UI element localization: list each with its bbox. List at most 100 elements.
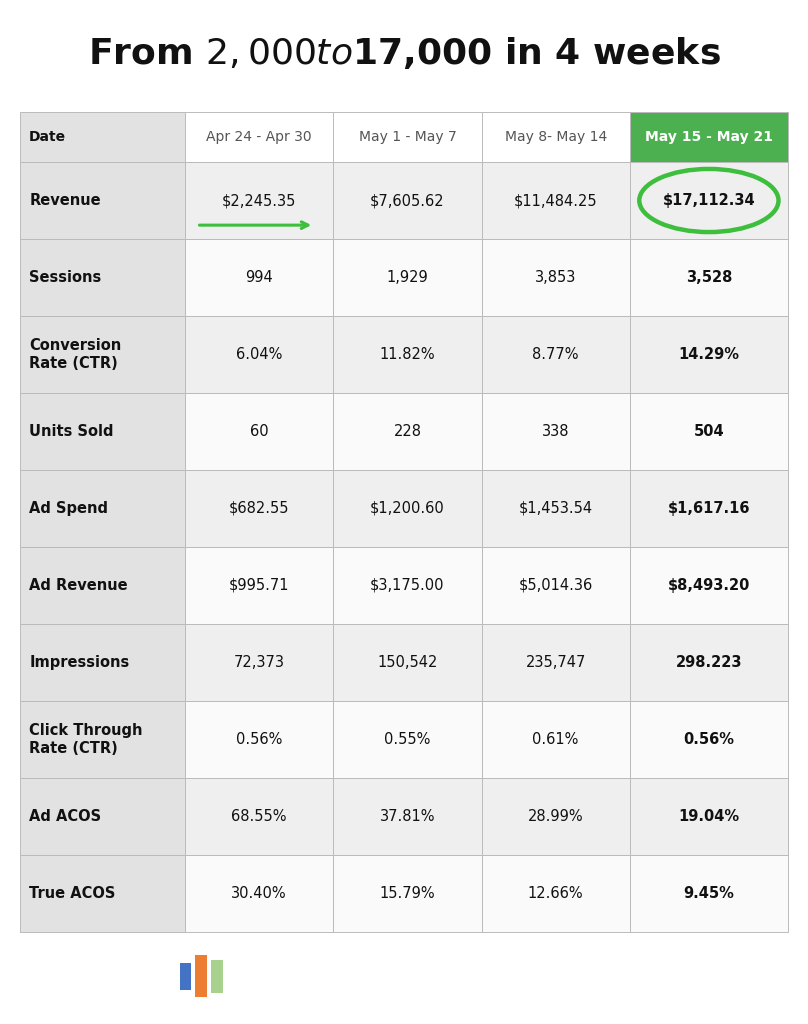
Bar [20, 162, 185, 239]
Text: May 15 - May 21: May 15 - May 21 [645, 130, 773, 144]
Text: $682.55: $682.55 [229, 501, 289, 516]
Text: $11,484.25: $11,484.25 [514, 193, 597, 208]
Bar [20, 855, 185, 932]
Bar [482, 547, 629, 624]
Text: $2,245.35: $2,245.35 [222, 193, 297, 208]
Text: 504: 504 [693, 424, 724, 439]
Text: $1,617.16: $1,617.16 [667, 501, 750, 516]
Text: Click Through
Rate (CTR): Click Through Rate (CTR) [29, 723, 143, 757]
Bar [482, 316, 629, 393]
Text: 68.55%: 68.55% [231, 809, 287, 824]
Bar [211, 959, 223, 992]
Bar [629, 162, 788, 239]
Text: 0.56%: 0.56% [236, 732, 283, 746]
Bar [482, 162, 629, 239]
Text: 150,542: 150,542 [377, 655, 438, 670]
Bar [629, 778, 788, 855]
Bar [334, 624, 482, 701]
Text: 228: 228 [393, 424, 422, 439]
Bar [334, 470, 482, 547]
Text: May 8- May 14: May 8- May 14 [504, 130, 607, 144]
Bar [20, 778, 185, 855]
Text: 338: 338 [542, 424, 570, 439]
Text: 3,853: 3,853 [535, 270, 576, 285]
Bar [185, 393, 334, 470]
Bar [334, 162, 482, 239]
Text: 12.66%: 12.66% [528, 886, 583, 901]
Bar [629, 112, 788, 162]
Bar [334, 701, 482, 778]
Bar [20, 624, 185, 701]
Bar [334, 316, 482, 393]
Text: True ACOS: True ACOS [29, 886, 116, 901]
Bar [185, 239, 334, 316]
Text: 28.99%: 28.99% [528, 809, 583, 824]
Bar [629, 855, 788, 932]
Bar [334, 778, 482, 855]
Text: 15.79%: 15.79% [380, 886, 436, 901]
Text: 298.223: 298.223 [675, 655, 742, 670]
Bar [334, 393, 482, 470]
Bar [482, 393, 629, 470]
Text: 60: 60 [250, 424, 268, 439]
Text: 11.82%: 11.82% [380, 347, 436, 362]
Text: 0.61%: 0.61% [532, 732, 579, 746]
Bar [179, 963, 191, 989]
Text: Impressions: Impressions [29, 655, 129, 670]
Text: Apr 24 - Apr 30: Apr 24 - Apr 30 [206, 130, 312, 144]
Bar [20, 239, 185, 316]
Text: 994: 994 [246, 270, 273, 285]
Text: 8.77%: 8.77% [532, 347, 579, 362]
Bar [20, 470, 185, 547]
Bar [482, 470, 629, 547]
Text: From $2,000 to $17,000 in 4 weeks: From $2,000 to $17,000 in 4 weeks [87, 35, 721, 71]
Bar [185, 162, 334, 239]
Text: 19.04%: 19.04% [679, 809, 739, 824]
Bar [185, 316, 334, 393]
Bar [185, 778, 334, 855]
Bar [185, 547, 334, 624]
Bar [482, 778, 629, 855]
Text: $8,493.20: $8,493.20 [667, 578, 750, 593]
Text: 0.55%: 0.55% [385, 732, 431, 746]
Bar [482, 112, 629, 162]
Text: $1,200.60: $1,200.60 [370, 501, 445, 516]
Text: $995.71: $995.71 [229, 578, 289, 593]
Text: 0.56%: 0.56% [684, 732, 734, 746]
Text: $5,014.36: $5,014.36 [519, 578, 593, 593]
Text: 3,528: 3,528 [686, 270, 732, 285]
Text: Date: Date [29, 130, 66, 144]
Bar [629, 547, 788, 624]
Text: Revenue: Revenue [29, 193, 101, 208]
Bar [629, 393, 788, 470]
Bar [334, 239, 482, 316]
Bar [629, 316, 788, 393]
Text: 30.40%: 30.40% [231, 886, 287, 901]
Text: Units Sold: Units Sold [29, 424, 114, 439]
Text: 9.45%: 9.45% [684, 886, 734, 901]
Text: Ad Revenue: Ad Revenue [29, 578, 128, 593]
Text: 6.04%: 6.04% [236, 347, 283, 362]
Text: May 1 - May 7: May 1 - May 7 [359, 130, 457, 144]
Text: 235,747: 235,747 [525, 655, 586, 670]
Bar [629, 470, 788, 547]
Bar [20, 112, 185, 162]
Bar [629, 239, 788, 316]
Bar [482, 855, 629, 932]
Bar [629, 701, 788, 778]
Bar [185, 624, 334, 701]
Text: MY AMAZON GUY: MY AMAZON GUY [35, 968, 170, 982]
Bar [196, 955, 207, 997]
Text: 37.81%: 37.81% [380, 809, 436, 824]
Text: $17,112.34: $17,112.34 [663, 193, 755, 208]
Bar [482, 239, 629, 316]
Bar [334, 112, 482, 162]
Text: $1,453.54: $1,453.54 [519, 501, 593, 516]
Text: 14.29%: 14.29% [679, 347, 739, 362]
Text: 72,373: 72,373 [234, 655, 284, 670]
Bar [20, 701, 185, 778]
Text: $3,175.00: $3,175.00 [370, 578, 444, 593]
Bar [185, 470, 334, 547]
Text: Ad Spend: Ad Spend [29, 501, 108, 516]
Bar [185, 701, 334, 778]
